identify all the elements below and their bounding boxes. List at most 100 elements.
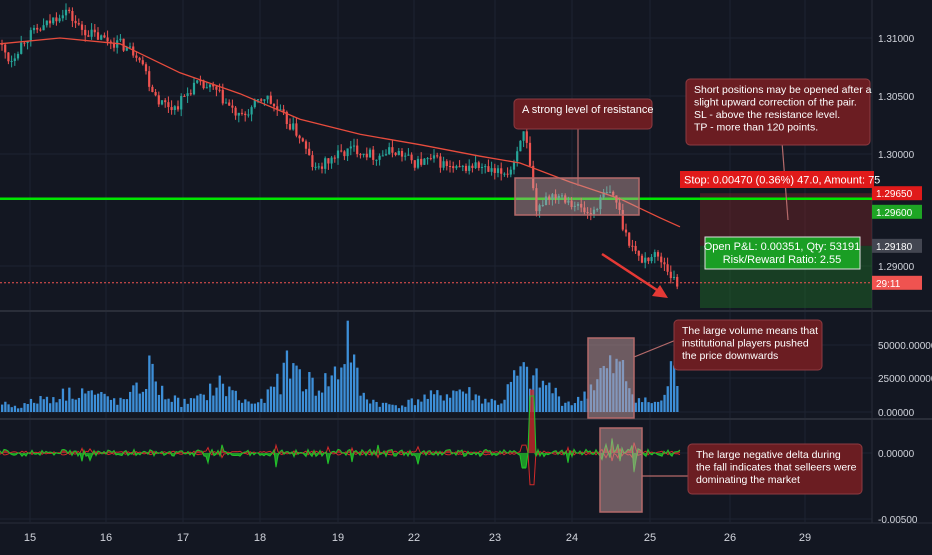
volume-bar: [189, 398, 193, 412]
candle-body: [39, 29, 42, 31]
candle-body: [669, 271, 672, 279]
candle-body: [522, 131, 525, 141]
candle-body: [333, 157, 336, 159]
volume-bar: [151, 363, 154, 412]
candle-body: [234, 107, 237, 116]
candle-body: [314, 166, 317, 168]
volume-bar: [311, 377, 314, 412]
volume-bar: [669, 361, 673, 412]
candle-body: [503, 173, 506, 175]
candle-body: [426, 158, 429, 160]
candle-body: [378, 155, 381, 160]
volume-bar: [17, 408, 20, 412]
volume-bar: [317, 390, 321, 412]
stop-price-tag-text: 1.29650: [876, 189, 913, 200]
short-callout: Short positions may be opened after asli…: [685, 78, 872, 146]
candle-body: [42, 25, 45, 31]
candle-body: [224, 102, 228, 104]
candle-body: [637, 250, 640, 256]
volume-bar: [333, 366, 337, 412]
candle-body: [436, 155, 439, 157]
volume-bar: [394, 405, 397, 412]
volume-bar: [337, 379, 340, 412]
volume-bar: [458, 389, 461, 412]
volume-bar: [407, 399, 410, 412]
volume-bar: [45, 396, 49, 412]
candle-body: [295, 123, 298, 136]
candle-body: [160, 100, 164, 105]
candle-body: [272, 103, 276, 107]
candle-body: [80, 24, 84, 30]
candle-body: [311, 155, 314, 167]
candle-body: [346, 148, 349, 157]
volume-bar: [221, 383, 225, 412]
candle-body: [292, 123, 295, 130]
candle-body: [180, 95, 183, 110]
volume-bar: [68, 387, 71, 412]
delta-callout-box: [687, 443, 863, 495]
volume-bar: [58, 399, 61, 412]
candle-body: [551, 194, 554, 200]
candle-body: [573, 205, 576, 207]
volume-bar: [81, 388, 84, 412]
volume-bar: [305, 389, 308, 412]
volume-bar: [49, 403, 52, 412]
candle-body: [557, 195, 560, 199]
volume-bar: [196, 395, 199, 412]
candle-body: [93, 29, 96, 33]
volume-bar: [497, 404, 500, 412]
candle-body: [586, 212, 589, 214]
candle-body: [260, 99, 263, 101]
candle-body: [560, 195, 564, 197]
volume-bar: [359, 395, 362, 412]
volume-bar: [52, 397, 55, 412]
candle-body: [304, 141, 308, 149]
candle-body: [215, 86, 218, 90]
volume-bar: [231, 390, 234, 412]
volume-bar: [1, 404, 4, 412]
volume-bar: [519, 366, 522, 412]
candle-body: [103, 35, 106, 38]
delta-callout-line: the fall indicates that selleers were: [696, 462, 857, 474]
candle-body: [4, 44, 7, 53]
volume-bar: [346, 320, 349, 412]
candle-body: [269, 95, 272, 104]
volume-bar: [36, 403, 39, 412]
price-tick-label: 1.31000: [878, 34, 915, 45]
resistance-price-tag-box: [872, 204, 922, 219]
resistance-callout: A strong level of resistance: [513, 98, 653, 130]
candle-body: [372, 149, 375, 160]
volume-bar: [97, 393, 100, 412]
volume-bar: [327, 386, 330, 412]
volume-bar: [641, 402, 644, 412]
volume-bar: [180, 406, 183, 412]
volume-bar: [269, 386, 273, 412]
candle-body: [173, 106, 176, 111]
candle-body: [525, 131, 528, 143]
candle-body: [192, 82, 196, 95]
candle-body: [112, 42, 116, 48]
time-tick-label: 16: [100, 532, 112, 544]
volume-bar: [77, 397, 81, 412]
volume-bar: [340, 367, 343, 412]
volume-bar: [225, 396, 228, 412]
volume-bar: [535, 368, 538, 412]
volume-bar: [570, 405, 573, 412]
volume-bar: [455, 391, 458, 412]
candle-body: [413, 160, 416, 168]
volume-bar: [413, 405, 417, 412]
candle-body: [276, 106, 279, 110]
pnl-label-box: [704, 236, 861, 270]
candle-body: [253, 99, 256, 108]
volume-bar: [372, 399, 375, 412]
candle-body: [106, 37, 109, 42]
volume-bar: [538, 387, 541, 412]
resistance-callout-line: A strong level of resistance: [522, 104, 653, 116]
candle-body: [256, 99, 260, 101]
volume-bar: [426, 398, 429, 412]
volume-bar: [436, 390, 439, 412]
volume-bar: [660, 400, 663, 412]
volume-bar: [525, 366, 529, 412]
volume-bar: [577, 396, 580, 412]
